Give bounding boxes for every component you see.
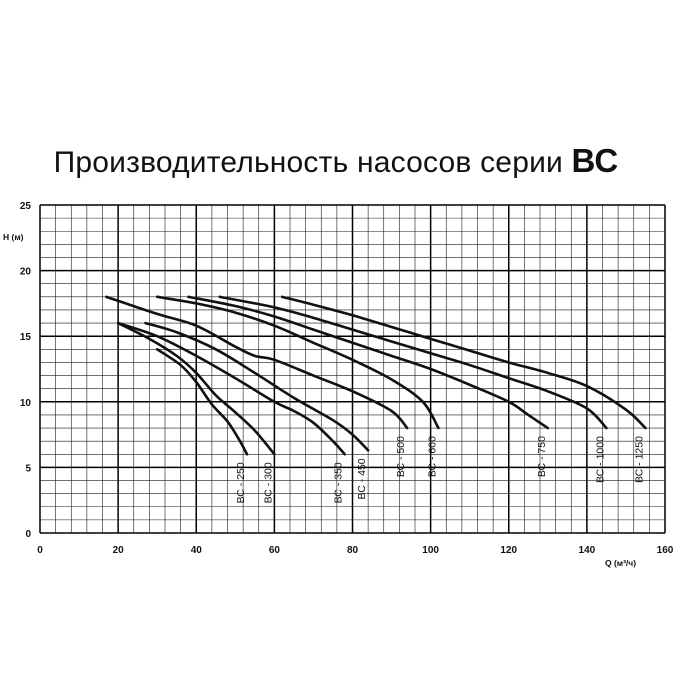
y-tick-label: 15 <box>20 332 32 343</box>
series-curve <box>187 295 550 430</box>
series-label: ВС - 500 <box>395 436 407 477</box>
y-tick-label: 20 <box>20 267 32 278</box>
series-curve <box>280 295 647 430</box>
pump-curves: ВС - 250 ВС - 300 ВС - 350 ВС - 450 ВС - 500… <box>105 295 647 503</box>
x-tick-label: 140 <box>579 545 596 556</box>
y-tick-label: 10 <box>20 398 32 409</box>
x-tick-label: 0 <box>37 545 43 556</box>
page-title: Производительность насосов серии ВС <box>0 142 672 180</box>
series-curve <box>155 348 249 456</box>
x-tick-label: 120 <box>500 545 517 556</box>
series-label: ВС - 600 <box>426 436 438 477</box>
series-label: ВС - 450 <box>356 458 368 499</box>
series-curve <box>116 321 346 456</box>
series-curve <box>218 295 608 430</box>
series-label: ВС - 1000 <box>594 436 606 483</box>
series-curve <box>116 321 276 456</box>
series-curve <box>155 295 440 430</box>
series-label: ВС - 250 <box>235 462 247 503</box>
title-main: Производительность насосов серии <box>53 146 563 179</box>
x-tick-label: 40 <box>191 545 203 556</box>
chart-grid <box>39 204 666 534</box>
y-tick-label: 0 <box>25 529 31 540</box>
series-curve <box>105 295 409 430</box>
x-tick-label: 160 <box>657 545 674 556</box>
series-curve <box>144 321 370 452</box>
title-bold: ВС <box>571 142 619 179</box>
x-axis-label: Q (м³/ч) <box>605 558 636 568</box>
x-tick-label: 20 <box>113 545 125 556</box>
series-label: ВС - 300 <box>262 462 274 503</box>
x-tick-label: 80 <box>347 545 359 556</box>
y-tick-label: 25 <box>20 201 32 212</box>
series-label: ВС - 1250 <box>633 436 645 483</box>
y-tick-label: 5 <box>25 463 31 474</box>
x-tick-label: 100 <box>422 545 439 556</box>
x-tick-label: 60 <box>269 545 281 556</box>
y-axis-label: H (м) <box>3 232 24 242</box>
series-label: ВС - 750 <box>536 436 548 477</box>
axis-ticks: 0 20 40 60 80 100 120 140 160 0 5 10 15 20 25 <box>20 201 674 556</box>
series-label: ВС - 350 <box>333 462 345 503</box>
